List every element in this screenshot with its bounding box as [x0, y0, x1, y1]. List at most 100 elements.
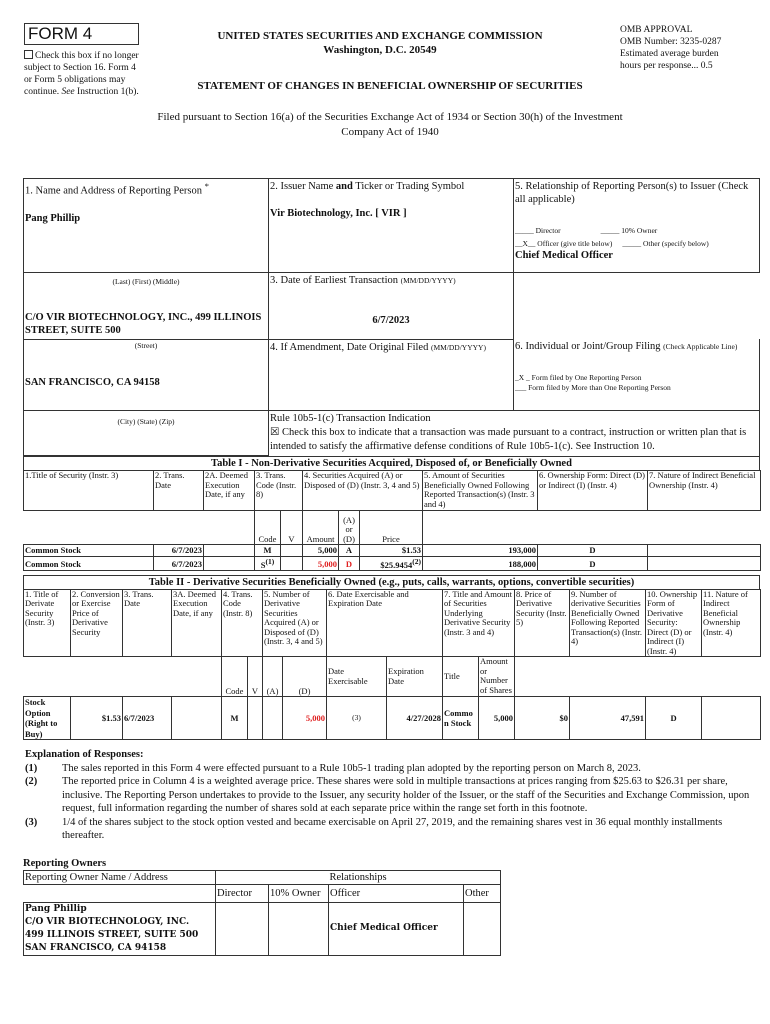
reporting-owners-table: Reporting Owner Name / Address Relationsh…	[23, 869, 502, 956]
omb-line: hours per response... 0.5	[620, 61, 713, 71]
t1-form: D	[537, 555, 648, 571]
footnote-link[interactable]: (1)	[265, 556, 275, 566]
t2-underlying-title: Common Stock	[442, 696, 480, 741]
t1-form: D	[537, 544, 648, 557]
owner-addr: 499 ILLINOIS STREET, SUITE 500	[25, 929, 199, 940]
city-caption: (City) (State) (Zip)	[117, 417, 175, 426]
form-title: FORM 4	[24, 23, 139, 45]
t2-disposed: 5,000	[282, 696, 327, 741]
agency-header: UNITED STATES SECURITIES AND EXCHANGE CO…	[150, 29, 610, 57]
issuer-value: Vir Biotechnology, Inc. [ VIR ]	[270, 208, 407, 219]
t1-ad: A	[338, 544, 360, 557]
t1-amount: 5,000	[302, 555, 339, 571]
explanation-of-responses: Explanation of Responses: (1) The sales r…	[25, 748, 755, 843]
agency-name: UNITED STATES SECURITIES AND EXCHANGE CO…	[217, 30, 543, 42]
owners-col-10pct: 10% Owner	[268, 883, 329, 903]
t2-header: 4. Trans. Code (Instr. 8)	[221, 588, 263, 658]
t1-sub: Price	[359, 510, 423, 545]
t2-header: 2. Conversion or Exercise Price of Deriv…	[70, 588, 123, 658]
table1: 1.Title of Security (Instr. 3) 2. Trans. …	[23, 470, 761, 571]
box1-street: (Last) (First) (Middle) C/O VIR BIOTECHNO…	[23, 272, 269, 340]
t1-title: Common Stock	[23, 555, 154, 571]
owner10-option[interactable]: _____ 10% Owner	[600, 226, 658, 235]
box2-issuer: 2. Issuer Name and Ticker or Trading Sym…	[268, 178, 514, 273]
box1-sup: *	[204, 181, 210, 191]
officer-option[interactable]: __X__ Officer (give title below)	[515, 239, 613, 248]
more-persons-option[interactable]: ___ Form filed by More than One Reportin…	[515, 383, 671, 392]
t2-header: 5. Number of Derivative Securities Acqui…	[262, 588, 327, 658]
t2-header: 10. Ownership Form of Derivative Securit…	[645, 588, 703, 658]
omb-line: OMB APPROVAL	[620, 25, 693, 35]
t1-header: 3. Trans. Code (Instr. 8)	[254, 470, 303, 511]
t2-sub: Expiration Date	[385, 656, 444, 698]
t2-header: 9. Number of derivative Securities Benef…	[569, 588, 647, 658]
footnote-key: (2)	[25, 776, 38, 788]
name-caption: (Last) (First) (Middle)	[112, 277, 180, 286]
no-longer-text: Check this box if no longer subject to S…	[24, 51, 139, 97]
t1-header: 6. Ownership Form: Direct (D) or Indirec…	[537, 470, 648, 511]
box1-city-caption: (City) (State) (Zip)	[23, 410, 269, 456]
rule-label: Rule 10b5-1(c) Transaction Indication	[270, 413, 431, 424]
rule-text: Check this box to indicate that a transa…	[270, 427, 747, 452]
rule-checkbox[interactable]: ☒	[270, 427, 280, 438]
explanation-heading: Explanation of Responses:	[25, 749, 144, 761]
t2-header: 11. Nature of Indirect Beneficial Owners…	[701, 588, 762, 658]
t1-header: 2. Trans. Date	[153, 470, 204, 511]
t1-title: Common Stock	[23, 544, 154, 557]
lower-content: Table I - Non-Derivative Securities Acqu…	[23, 456, 762, 956]
footnote: (2) The reported price in Column 4 is a w…	[25, 775, 755, 816]
no-longer-subject-checkbox[interactable]: Check this box if no longer subject to S…	[24, 50, 146, 98]
box6-label: 6. Individual or Joint/Group Filing	[515, 341, 661, 352]
t2-sub: V	[247, 656, 263, 698]
table1-title: Table I - Non-Derivative Securities Acqu…	[23, 456, 760, 470]
box3-fmt: (MM/DD/YYYY)	[400, 276, 456, 285]
checkbox-icon[interactable]	[24, 50, 33, 59]
t2-header: 3. Trans. Date	[122, 588, 172, 658]
box5-relationship: 5. Relationship of Reporting Person(s) t…	[513, 178, 760, 273]
officer-title: Chief Medical Officer	[515, 250, 613, 261]
statement-title: STATEMENT OF CHANGES IN BENEFICIAL OWNER…	[197, 80, 583, 92]
t1-amount: 5,000	[302, 544, 339, 557]
table1-row: Common Stock 6/7/2023 M 5,000 A $1.53 193,000 D	[23, 544, 761, 557]
footnote: (3) 1/4 of the shares subject to the stoc…	[25, 816, 755, 843]
street-caption: (Street)	[134, 341, 158, 350]
omb-line: OMB Number: 3235-0287	[620, 37, 722, 47]
t2-expiration: 4/27/2028	[385, 696, 444, 741]
box4-fmt: (MM/DD/YYYY)	[430, 343, 486, 352]
agency-city: Washington, D.C. 20549	[323, 44, 437, 56]
table2-row: Stock Option (Right to Buy) $1.53 6/7/2023…	[23, 696, 762, 741]
t2-header: 3A. Deemed Execution Date, if any	[171, 588, 222, 658]
t2-underlying-amount: 5,000	[478, 696, 516, 741]
instruction-ref: Instruction 1(b).	[77, 87, 139, 97]
city-value: SAN FRANCISCO, CA 94158	[25, 377, 160, 388]
owner-addr: SAN FRANCISCO, CA 94158	[25, 942, 167, 953]
footnote-text: The reported price in Column 4 is a weig…	[62, 776, 750, 815]
footnote: (1) The sales reported in this Form 4 wer…	[25, 762, 755, 776]
box1-label: 1. Name and Address of Reporting Person	[25, 185, 203, 197]
t1-date: 6/7/2023	[153, 544, 204, 557]
t2-header: 7. Title and Amount of Securities Underl…	[442, 588, 516, 658]
rule-10b5-box: Rule 10b5-1(c) Transaction Indication ☒ C…	[268, 410, 760, 456]
other-option[interactable]: _____ Other (specify below)	[622, 239, 709, 248]
t2-header: 1. Title of Derivate Security (Instr. 3)	[23, 588, 71, 658]
owner-row: Pang Phillip C/O VIR BIOTECHNOLOGY, INC. 4…	[23, 901, 502, 956]
t2-form: D	[645, 696, 703, 741]
footnote-text: The sales reported in this Form 4 were e…	[62, 762, 641, 774]
t1-header: 1.Title of Security (Instr. 3)	[23, 470, 154, 511]
table1-row: Common Stock 6/7/2023 S(1) 5,000 D $25.9454(2…	[23, 555, 761, 571]
owners-col-director: Director	[215, 883, 269, 903]
footnote-key: (3)	[25, 816, 38, 828]
one-person-option[interactable]: _X _ Form filed by One Reporting Person	[515, 373, 642, 382]
footnote-link[interactable]: (2)	[412, 556, 421, 566]
footnote-link[interactable]: (3)	[326, 696, 387, 741]
omb-approval: OMB APPROVAL OMB Number: 3235-0287 Estimat…	[620, 24, 721, 72]
t1-sub: Amount	[302, 510, 339, 545]
t1-owned: 188,000	[422, 555, 538, 571]
director-option[interactable]: _____ Director	[515, 226, 561, 235]
earliest-date: 6/7/2023	[372, 315, 410, 326]
box6-note: (Check Applicable Line)	[663, 342, 738, 351]
t1-date: 6/7/2023	[153, 555, 204, 571]
t2-deriv-price: $0	[514, 696, 571, 741]
owners-col-officer: Officer	[328, 883, 464, 903]
t1-header: 4. Securities Acquired (A) or Disposed o…	[302, 470, 423, 511]
